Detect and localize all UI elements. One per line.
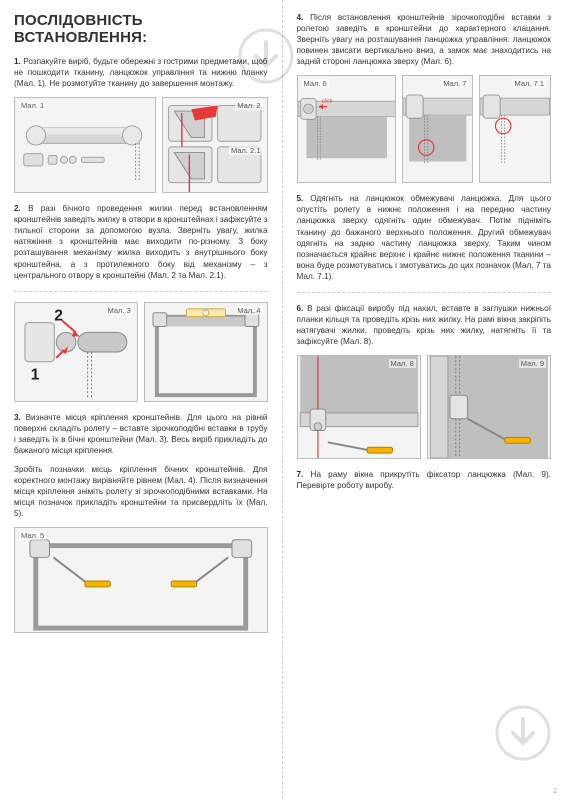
fig-row-4: Мал. 6 click Мал. 7 xyxy=(297,75,552,183)
figure-3-label: Мал. 3 xyxy=(106,306,133,315)
page-title: ПОСЛІДОВНІСТЬ ВСТАНОВЛЕННЯ: xyxy=(14,12,268,46)
step-6: 6. В разі фіксації виробу під нахил, вст… xyxy=(297,303,552,347)
step-7-text: На раму вікна прикрутіть фіксатор ланцюж… xyxy=(297,470,551,490)
figure-21-label: Мал. 2.1 xyxy=(229,146,262,155)
figure-8: Мал. 8 xyxy=(297,355,421,459)
step-4: 4. Після встановлення кронштейнів зірочк… xyxy=(297,12,552,67)
figure-8-label: Мал. 8 xyxy=(389,359,416,368)
step-3-num: 3. xyxy=(14,413,21,422)
figure-4-svg xyxy=(145,303,267,401)
figure-71-label: Мал. 7.1 xyxy=(513,79,546,88)
figure-3-svg: 1 2 xyxy=(15,303,137,401)
figure-3: Мал. 3 1 2 xyxy=(14,302,138,402)
step-2: 2. В разі бічного проведення жилки перед… xyxy=(14,203,268,280)
step-1: 1. Розпакуйте виріб, будьте обережні з г… xyxy=(14,56,268,89)
step-3a-text: Визначте місця кріплення кронштейнів. Дл… xyxy=(14,413,268,455)
step-3b-text: Зробіть позначки місць кріплення бічних … xyxy=(14,465,268,518)
right-column: 4. Після встановлення кронштейнів зірочк… xyxy=(283,0,565,799)
step-4-text: Після встановлення кронштейнів зірочкопо… xyxy=(297,13,552,66)
figure-5: Мал. 5 xyxy=(14,527,268,633)
figure-2: Мал. 2 Мал. 2.1 xyxy=(162,97,268,193)
figure-7: Мал. 7 xyxy=(402,75,474,183)
step-3a: 3. Визначте місця кріплення кронштейнів.… xyxy=(14,412,268,456)
figure-6-label: Мал. 6 xyxy=(302,79,329,88)
figure-5-svg xyxy=(15,528,267,632)
step-5-num: 5. xyxy=(297,194,304,203)
step-5: 5. Одягніть на ланцюжок обмежувачі ланцю… xyxy=(297,193,552,282)
step-3b: Зробіть позначки місць кріплення бічних … xyxy=(14,464,268,519)
fig3-n2: 2 xyxy=(54,307,63,324)
fig-row-5: Мал. 8 Мал. 9 xyxy=(297,355,552,459)
figure-8-svg xyxy=(298,356,420,458)
figure-6: Мал. 6 click xyxy=(297,75,396,183)
figure-1-label: Мал. 1 xyxy=(19,101,46,110)
instruction-page: ПОСЛІДОВНІСТЬ ВСТАНОВЛЕННЯ: 1. Розпакуйт… xyxy=(0,0,565,799)
figure-7-svg xyxy=(403,76,473,182)
figure-1: Мал. 1 xyxy=(14,97,156,193)
fig-row-2: Мал. 3 1 2 Мал. 4 xyxy=(14,302,268,402)
step-1-text: Розпакуйте виріб, будьте обережні з гост… xyxy=(14,57,268,88)
figure-2-label: Мал. 2 xyxy=(235,101,262,110)
figure-9: Мал. 9 xyxy=(427,355,551,459)
page-number: 2 xyxy=(553,788,557,795)
step-7-num: 7. xyxy=(297,470,304,479)
step-6-text: В разі фіксації виробу під нахил, вставт… xyxy=(297,304,552,346)
divider-left xyxy=(14,291,268,292)
step-5-text: Одягніть на ланцюжок обмежувачі ланцюжка… xyxy=(297,194,552,280)
step-2-text: В разі бічного проведення жилки перед вс… xyxy=(14,204,268,279)
fig3-n1: 1 xyxy=(31,366,40,383)
figure-7-label: Мал. 7 xyxy=(441,79,468,88)
step-2-num: 2. xyxy=(14,204,21,213)
step-6-num: 6. xyxy=(297,304,304,313)
step-1-num: 1. xyxy=(14,57,21,66)
step-4-num: 4. xyxy=(297,13,304,22)
click-label: click xyxy=(321,99,332,105)
figure-1-svg xyxy=(15,98,155,192)
step-7: 7. На раму вікна прикрутіть фіксатор лан… xyxy=(297,469,552,491)
figure-4-label: Мал. 4 xyxy=(235,306,262,315)
figure-2-svg xyxy=(163,98,267,192)
figure-6-svg: click xyxy=(298,76,395,182)
figure-71-svg xyxy=(480,76,550,182)
left-column: ПОСЛІДОВНІСТЬ ВСТАНОВЛЕННЯ: 1. Розпакуйт… xyxy=(0,0,283,799)
figure-71: Мал. 7.1 xyxy=(479,75,551,183)
figure-9-svg xyxy=(428,356,550,458)
figure-9-label: Мал. 9 xyxy=(519,359,546,368)
fig-row-1: Мал. 1 Мал. 2 Мал. 2.1 xyxy=(14,97,268,193)
figure-4: Мал. 4 xyxy=(144,302,268,402)
fig-row-3: Мал. 5 xyxy=(14,527,268,633)
divider-right xyxy=(297,292,552,293)
figure-5-label: Мал. 5 xyxy=(19,531,46,540)
